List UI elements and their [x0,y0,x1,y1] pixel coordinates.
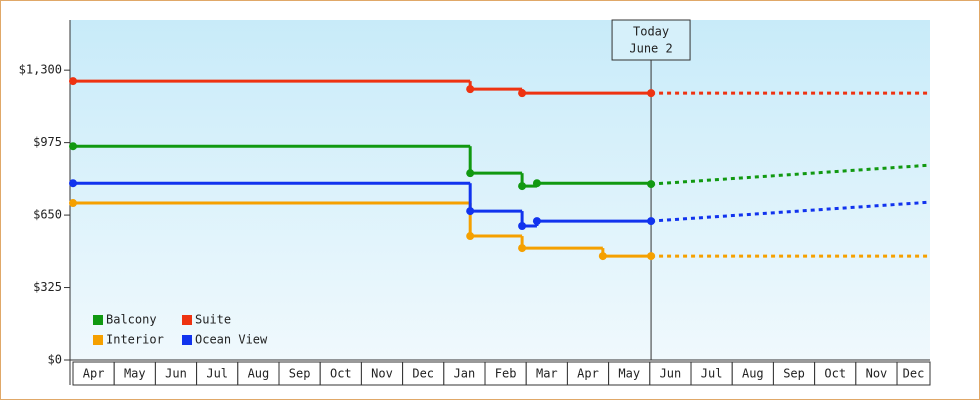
today-label: June 2 [629,42,672,56]
x-tick-label: Apr [83,367,105,381]
price-point [532,179,541,188]
legend-label: Balcony [106,313,157,327]
price-point [518,222,527,231]
price-point [518,182,527,191]
price-point [598,252,607,261]
y-tick-label: $0 [48,353,62,367]
y-tick-label: $1,300 [19,63,62,77]
y-tick-label: $975 [33,135,62,149]
today-label: Today [633,25,669,39]
price-point [518,89,527,98]
price-point [466,169,475,178]
x-tick-label: Jul [701,367,723,381]
month-cell [896,361,931,386]
y-tick-label: $325 [33,280,62,294]
price-point [518,244,527,253]
x-tick-label: Jun [165,367,187,381]
price-point [466,207,475,216]
x-tick-label: Dec [412,367,434,381]
legend-swatch [182,315,192,325]
price-point [466,85,475,94]
x-tick-label: Mar [536,367,558,381]
x-tick-label: May [618,367,640,381]
x-tick-label: Nov [371,367,393,381]
price-point [69,142,77,151]
x-tick-label: Oct [330,367,352,381]
x-tick-label: Sep [289,367,311,381]
x-tick-label: Oct [824,367,846,381]
projection-line [650,163,931,186]
price-point [647,252,656,261]
price-point [69,199,77,208]
price-point [647,217,656,226]
y-tick-label: $650 [33,208,62,222]
x-tick-label: May [124,367,146,381]
legend-swatch [93,335,103,345]
x-tick-label: Nov [866,367,888,381]
price-point [69,77,77,86]
legend-label: Suite [195,313,231,327]
price-point [69,179,77,188]
projection-line [650,200,931,223]
price-point [647,180,656,189]
x-tick-label: Jul [206,367,228,381]
x-tick-label: Sep [783,367,805,381]
plot-area [70,20,930,360]
price-point [647,89,656,98]
price-point [466,232,475,241]
x-tick-label: Apr [577,367,599,381]
x-tick-label: Jan [454,367,476,381]
legend-swatch [182,335,192,345]
price-point [532,217,541,226]
x-tick-label: Aug [248,367,270,381]
legend-label: Interior [106,333,164,347]
x-tick-label: Jun [660,367,682,381]
today-box [611,19,691,61]
x-tick-label: Dec [903,367,925,381]
legend-swatch [93,315,103,325]
legend-label: Ocean View [195,333,268,347]
x-tick-label: Aug [742,367,764,381]
x-tick-label: Feb [495,367,517,381]
